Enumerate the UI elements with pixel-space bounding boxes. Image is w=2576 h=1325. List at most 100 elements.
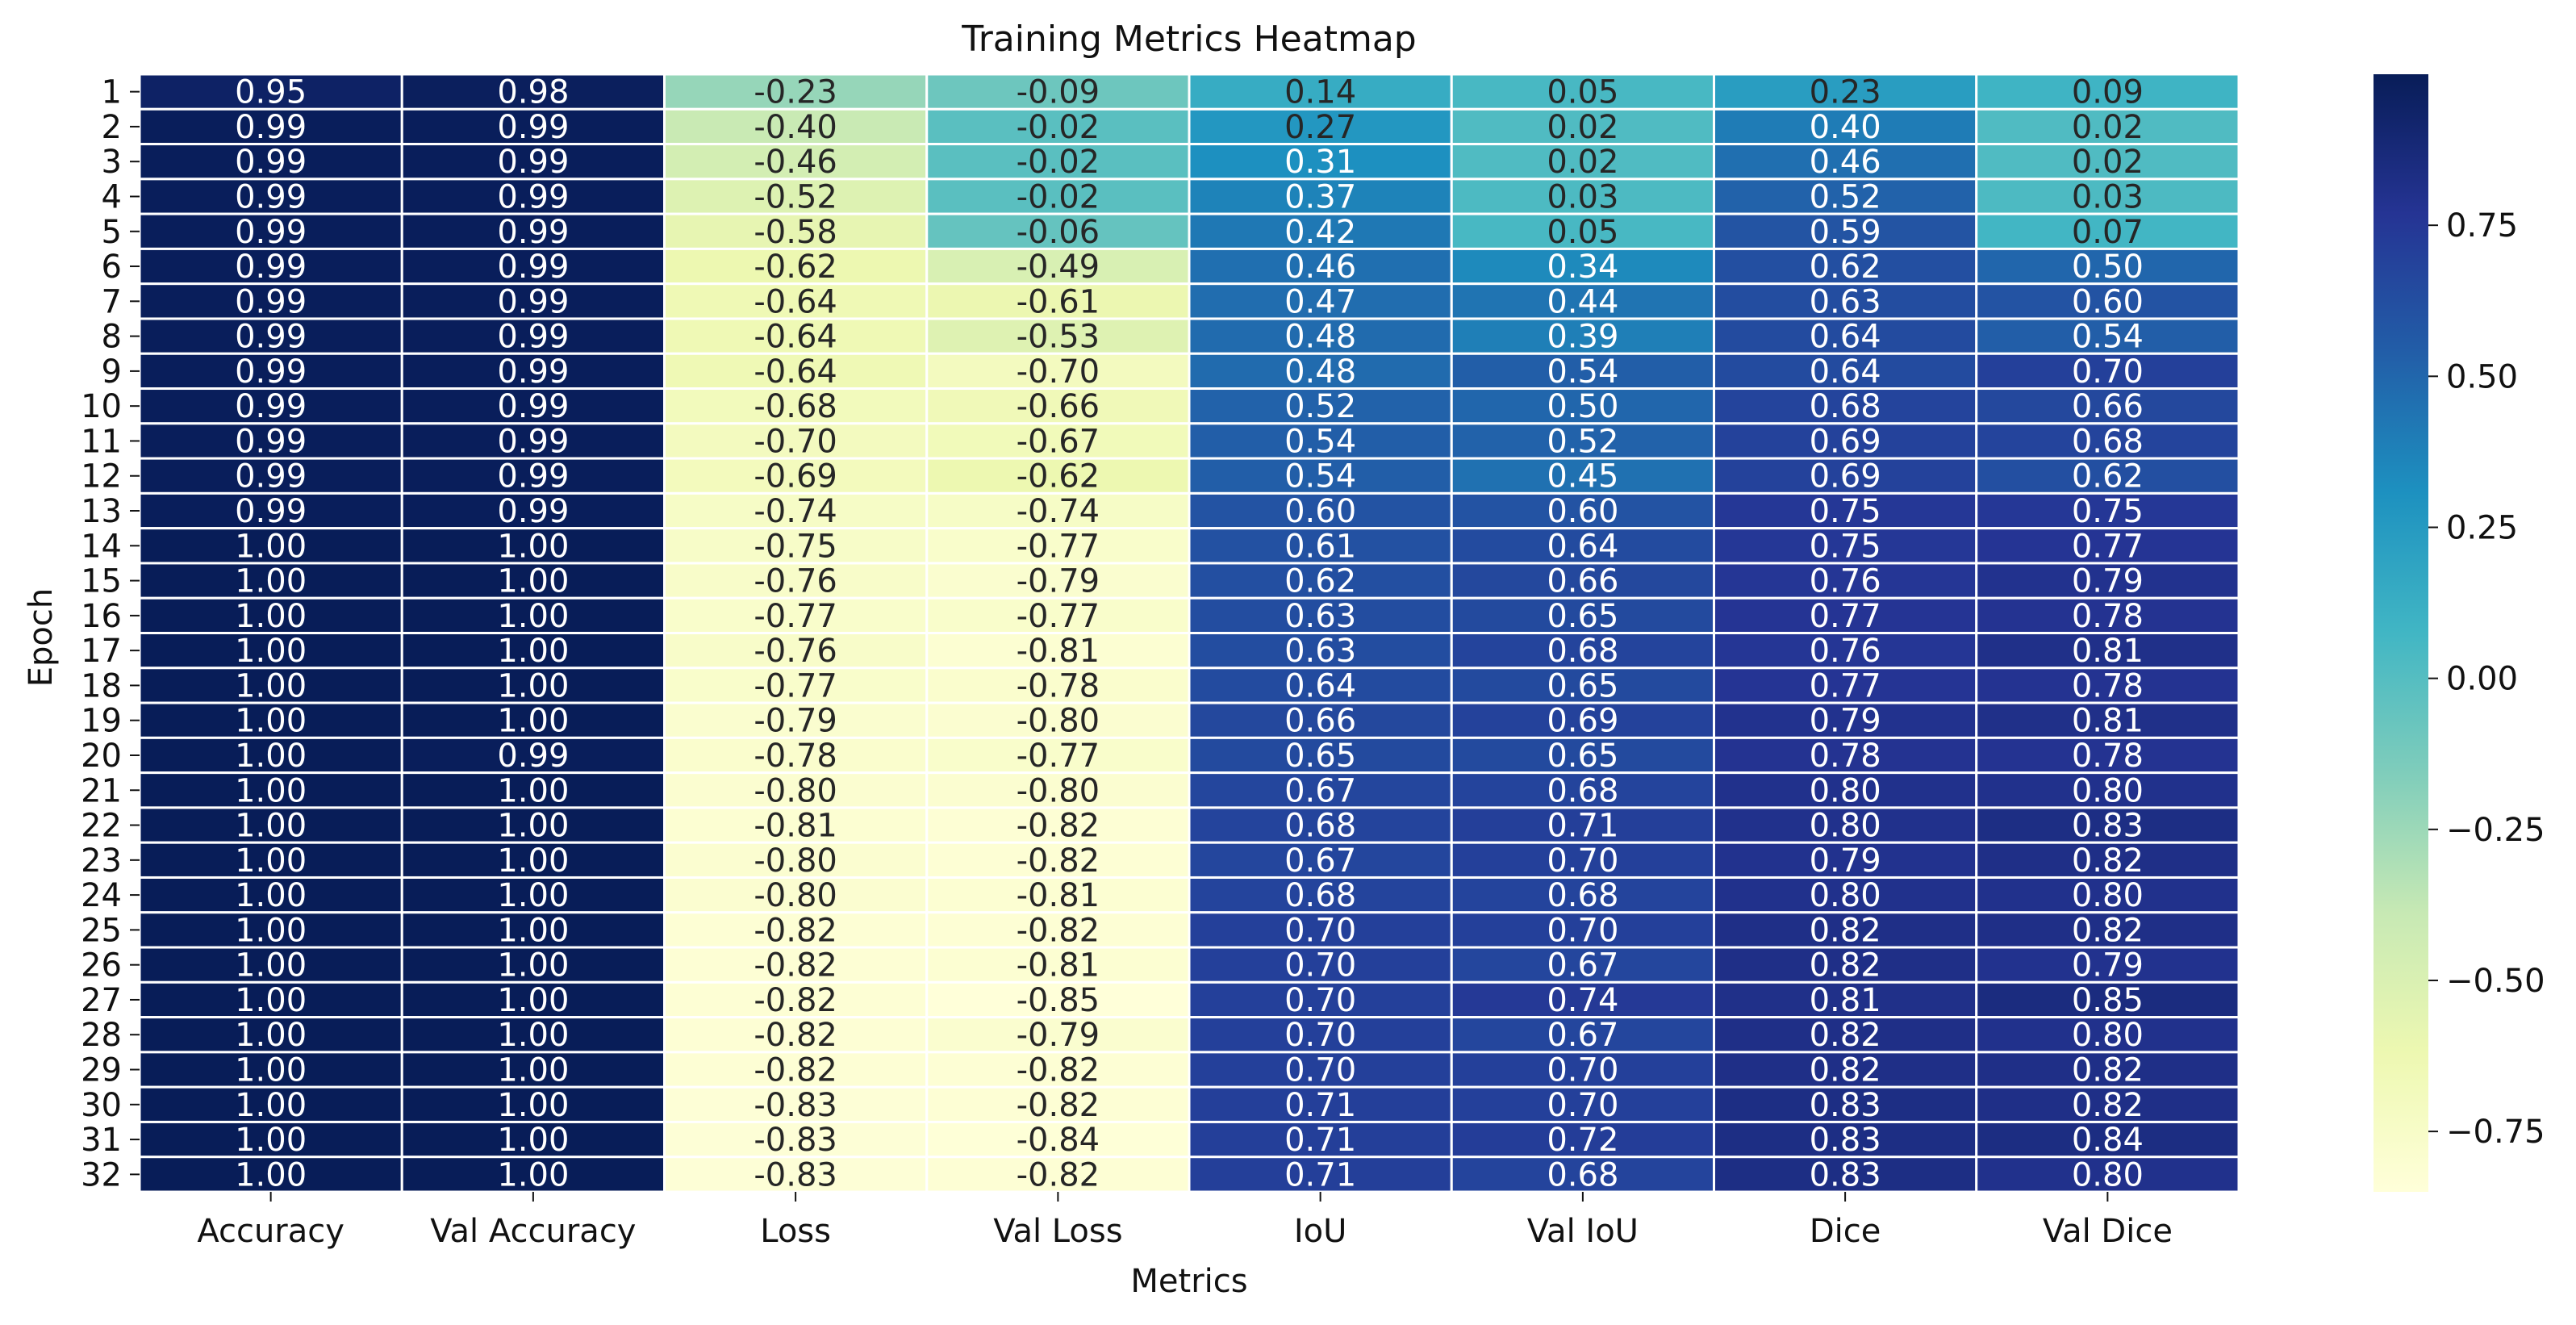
heatmap-cell [1450,632,1715,670]
heatmap-cell [1975,562,2240,600]
heatmap-cell [400,1051,666,1089]
cell-value-label: 1.00 [235,1122,307,1159]
heatmap-cell [925,876,1191,914]
x-tick-label: Loss [760,1213,831,1250]
cell-value-label: 0.99 [235,319,307,356]
cell-value-label: -0.81 [1017,633,1100,670]
cell-value-label: -0.82 [1017,1156,1100,1193]
cell-value-label: -0.85 [1017,982,1100,1019]
cell-value-label: -0.80 [754,842,837,880]
cell-value-label: -0.67 [1017,423,1100,460]
heatmap-cell [1450,667,1715,704]
cell-value-label: 0.75 [1810,528,1881,565]
cell-value-label: 0.40 [1810,109,1881,146]
y-tick-label: 22 [81,808,122,845]
colorbar-tick-label: −0.25 [2446,812,2545,849]
cell-value-label: 0.68 [1284,808,1356,845]
cell-value-label: 0.80 [2072,1156,2144,1193]
cell-value-label: 0.99 [235,214,307,251]
heatmap-cell [1188,841,1453,879]
heatmap-cell [925,527,1191,565]
heatmap-cell [925,701,1191,739]
cell-value-label: 0.70 [1547,912,1618,949]
heatmap-cell [1450,387,1715,425]
cell-value-label: 0.99 [497,319,569,356]
heatmap-cell [663,457,929,495]
cell-value-label: 0.99 [235,388,307,425]
cell-value-label: 0.62 [2072,458,2144,495]
heatmap-cell [1713,457,1978,495]
heatmap-cell [1188,876,1453,914]
heatmap-cell [1450,1051,1715,1089]
y-tick-label: 25 [81,912,122,949]
cell-value-label: 0.71 [1284,1156,1356,1193]
heatmap-cell [1975,736,2240,775]
y-tick-label: 27 [81,982,122,1019]
heatmap-cell [1975,841,2240,879]
heatmap-cell [1450,980,1715,1019]
heatmap-cell [1188,352,1453,391]
colorbar: 0.75 0.50 0.25 0.00 −0.25 −0.50 −0.75 [2374,74,2545,1192]
heatmap-cell [1188,701,1453,739]
cell-value-label: 0.66 [1284,703,1356,740]
cell-value-label: 0.76 [1810,563,1881,600]
cell-value-label: 0.71 [1547,808,1618,845]
cell-value-label: 0.52 [1547,423,1618,460]
cell-value-label: -0.06 [1017,214,1100,251]
cell-value-label: -0.09 [1017,74,1100,111]
cell-value-label: 0.99 [235,178,307,215]
cell-value-label: 0.99 [235,353,307,391]
cell-value-label: -0.69 [754,458,837,495]
cell-value-label: 0.99 [497,283,569,320]
cell-value-label: 0.84 [2072,1122,2144,1159]
cell-value-label: 0.70 [1284,982,1356,1019]
cell-value-label: 0.23 [1810,74,1881,111]
cell-value-label: 0.75 [2072,493,2144,530]
cell-value-label: 1.00 [235,842,307,880]
cell-value-label: 1.00 [497,1052,569,1089]
heatmap-cell [1975,1051,2240,1089]
heatmap-cell [663,701,929,739]
heatmap-cell [400,946,666,984]
cell-value-label: 0.05 [1547,74,1618,111]
heatmap-cell [138,1051,403,1089]
cell-value-label: 0.83 [1810,1156,1881,1193]
x-axis-label: Metrics [1130,1263,1247,1300]
cell-value-label: -0.62 [754,249,837,286]
heatmap-cell [1975,771,2240,809]
cell-value-label: 1.00 [497,808,569,845]
cell-value-label: 0.82 [1810,947,1881,984]
cell-value-label: 1.00 [497,877,569,914]
cell-value-label: 1.00 [497,1087,569,1124]
cell-value-label: 0.02 [2072,109,2144,146]
cell-value-label: 0.68 [1547,877,1618,914]
cell-value-label: 0.48 [1284,319,1356,356]
heatmap-cell [400,422,666,460]
heatmap-cell [1713,667,1978,704]
cell-value-label: -0.80 [1017,703,1100,740]
cell-value-label: -0.77 [754,598,837,635]
colorbar-tick-label: −0.75 [2446,1114,2545,1151]
heatmap-cell [1450,701,1715,739]
cell-value-label: 0.31 [1284,144,1356,181]
cell-value-label: 0.62 [1810,249,1881,286]
heatmap-cell [663,1085,929,1123]
cell-value-label: 0.09 [2072,74,2144,111]
cell-value-label: 0.63 [1284,598,1356,635]
heatmap-cell [1975,596,2240,634]
heatmap-cell [400,352,666,391]
cell-value-label: 0.99 [235,144,307,181]
cell-value-label: 0.60 [1547,493,1618,530]
cell-value-label: 1.00 [497,1017,569,1054]
cell-value-label: -0.68 [754,388,837,425]
cell-value-label: 0.71 [1284,1087,1356,1124]
cell-value-label: 0.81 [2072,703,2144,740]
cell-value-label: -0.64 [754,283,837,320]
heatmap-cell [1975,387,2240,425]
cell-value-label: 0.69 [1810,423,1881,460]
heatmap-cell [400,282,666,320]
cell-value-label: 0.02 [1547,144,1618,181]
cell-value-label: 0.99 [497,738,569,775]
cell-value-label: 1.00 [497,703,569,740]
y-tick-label: 3 [102,144,122,181]
